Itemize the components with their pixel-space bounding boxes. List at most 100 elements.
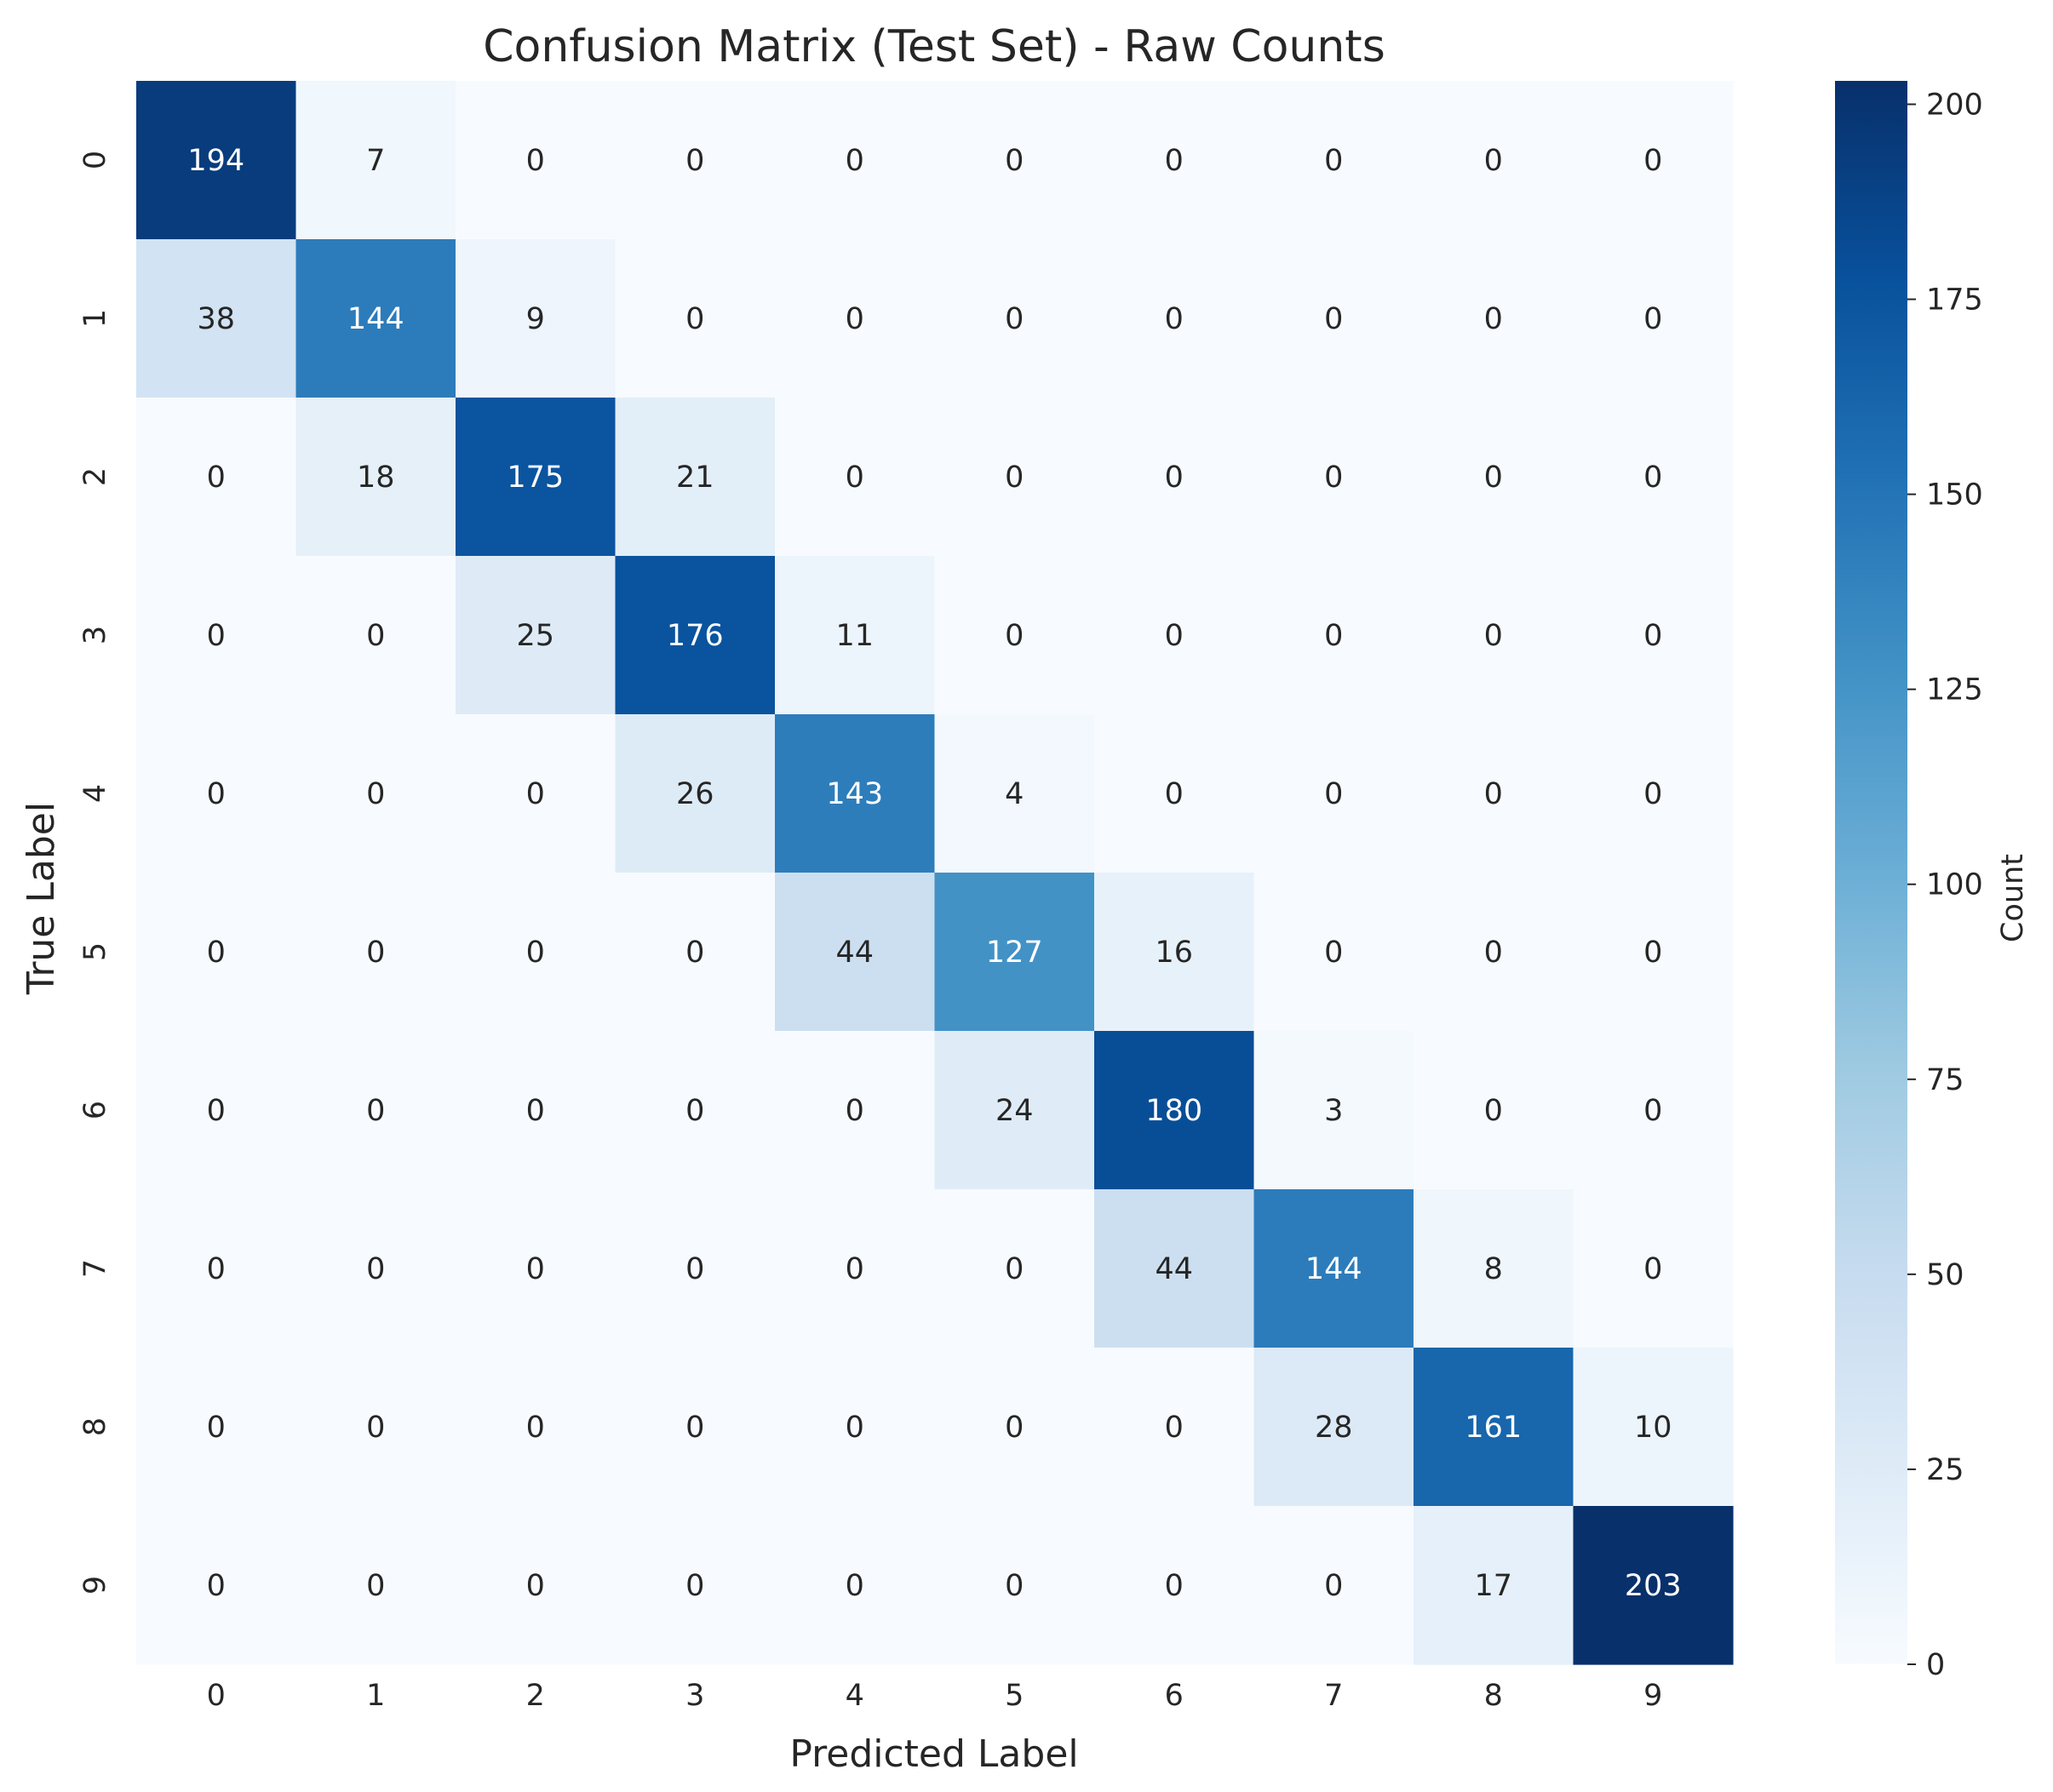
colorbar-tick-label-125: 125 [1926,673,1983,707]
heatmap-cell-r3-c1 [295,556,456,715]
cell-value-r5-c0: 0 [207,936,226,970]
cell-value-r0-c3: 0 [685,144,704,178]
cell-value-r3-c8: 0 [1484,619,1503,653]
cell-value-r5-c7: 0 [1324,936,1343,970]
heatmap-cell-r5-c4 [775,873,936,1032]
x-axis-label: Predicted Label [789,1732,1078,1776]
cell-value-r1-c1: 144 [347,302,404,336]
cell-value-r2-c8: 0 [1484,461,1503,495]
y-tick-label-0: 0 [78,151,112,169]
cell-value-r5-c2: 0 [526,936,545,970]
colorbar-tick-label-175: 175 [1926,283,1983,318]
heatmap-cell-r9-c7 [1253,1506,1414,1665]
x-tick-label-0: 0 [207,1679,226,1713]
x-tick-label-2: 2 [526,1679,545,1713]
cell-value-r3-c4: 11 [835,619,874,653]
heatmap-cell-r0-c4 [775,81,936,240]
heatmap-cell-r3-c3 [615,556,776,715]
heatmap-cell-r1-c2 [456,239,616,398]
cell-value-r0-c8: 0 [1484,144,1503,178]
heatmap-cell-r4-c7 [1253,714,1414,873]
heatmap-cell-r5-c0 [136,873,297,1032]
heatmap-cell-r0-c0 [136,81,297,240]
cell-value-r5-c8: 0 [1484,936,1503,970]
heatmap-cell-r3-c9 [1573,556,1734,715]
heatmap-cell-r6-c5 [934,1031,1095,1190]
heatmap-cell-r4-c5 [934,714,1095,873]
colorbar-tick-label-200: 200 [1926,88,1983,122]
x-tick-label-5: 5 [1005,1679,1024,1713]
heatmap-cells [136,81,1734,1665]
heatmap-cell-r0-c3 [615,81,776,240]
heatmap-cell-r4-c0 [136,714,297,873]
heatmap-cell-r9-c5 [934,1506,1095,1665]
heatmap-cell-r1-c5 [934,239,1095,398]
cell-value-r4-c9: 0 [1643,777,1662,811]
heatmap-cell-r6-c9 [1573,1031,1734,1190]
cell-value-r3-c2: 25 [516,619,554,653]
cell-value-r3-c9: 0 [1643,619,1662,653]
cell-value-r8-c4: 0 [846,1411,864,1445]
cell-value-r2-c0: 0 [207,461,226,495]
cell-value-r6-c5: 24 [995,1094,1034,1128]
y-tick-label-1: 1 [78,309,112,328]
cell-value-r1-c7: 0 [1324,302,1343,336]
cell-value-r7-c5: 0 [1005,1252,1024,1286]
heatmap-cell-r4-c3 [615,714,776,873]
colorbar-tick-label-25: 25 [1926,1453,1964,1487]
heatmap-cell-r0-c7 [1253,81,1414,240]
heatmap-cell-r5-c9 [1573,873,1734,1032]
cell-value-r0-c1: 7 [366,144,385,178]
heatmap-cell-r5-c7 [1253,873,1414,1032]
cell-value-r4-c2: 0 [526,777,545,811]
heatmap-cell-r7-c0 [136,1189,297,1348]
heatmap-cell-r8-c5 [934,1348,1095,1507]
heatmap-cell-r4-c1 [295,714,456,873]
cell-value-r5-c6: 16 [1155,936,1193,970]
y-tick-label-5: 5 [78,942,112,961]
heatmap-cell-r9-c0 [136,1506,297,1665]
x-tick-label-6: 6 [1165,1679,1184,1713]
colorbar-tick-label-100: 100 [1926,868,1983,902]
heatmap-cell-r5-c2 [456,873,616,1032]
colorbar-tick-label-0: 0 [1926,1648,1945,1682]
heatmap-cell-r0-c2 [456,81,616,240]
cell-value-r6-c2: 0 [526,1094,545,1128]
heatmap-cell-r3-c0 [136,556,297,715]
cell-value-r5-c5: 127 [986,936,1043,970]
cell-value-r7-c2: 0 [526,1252,545,1286]
heatmap-cell-r3-c4 [775,556,936,715]
cell-value-r6-c6: 180 [1145,1094,1202,1128]
heatmap-cell-r8-c9 [1573,1348,1734,1507]
heatmap-cell-r1-c7 [1253,239,1414,398]
cell-value-r3-c1: 0 [366,619,385,653]
heatmap-cell-r6-c4 [775,1031,936,1190]
colorbar: 0 25 50 75 100 125 150 175 200 [1835,81,1983,1682]
heatmap-cell-r0-c9 [1573,81,1734,240]
x-tick-label-9: 9 [1643,1679,1662,1713]
cell-value-r8-c6: 0 [1165,1411,1184,1445]
cell-value-r5-c4: 44 [835,936,874,970]
heatmap-cell-r5-c6 [1094,873,1255,1032]
cell-value-r0-c6: 0 [1165,144,1184,178]
cell-value-r1-c8: 0 [1484,302,1503,336]
heatmap-cell-r7-c5 [934,1189,1095,1348]
heatmap-cell-r1-c3 [615,239,776,398]
heatmap-cell-r6-c8 [1414,1031,1574,1190]
heatmap-cell-r7-c4 [775,1189,936,1348]
heatmap-cell-r2-c8 [1414,398,1574,557]
cell-value-r4-c4: 143 [826,777,883,811]
cell-value-r4-c5: 4 [1005,777,1024,811]
cell-value-r8-c3: 0 [685,1411,704,1445]
cell-value-r1-c6: 0 [1165,302,1184,336]
cell-value-r1-c0: 38 [197,302,235,336]
cell-value-r3-c3: 176 [667,619,724,653]
heatmap-cell-r6-c3 [615,1031,776,1190]
heatmap-cell-r2-c6 [1094,398,1255,557]
cell-value-r9-c3: 0 [685,1569,704,1603]
cell-value-r4-c3: 26 [676,777,714,811]
cell-value-r8-c1: 0 [366,1411,385,1445]
heatmap-cell-r2-c0 [136,398,297,557]
cell-value-r3-c6: 0 [1165,619,1184,653]
colorbar-label: Count [1996,854,2030,942]
